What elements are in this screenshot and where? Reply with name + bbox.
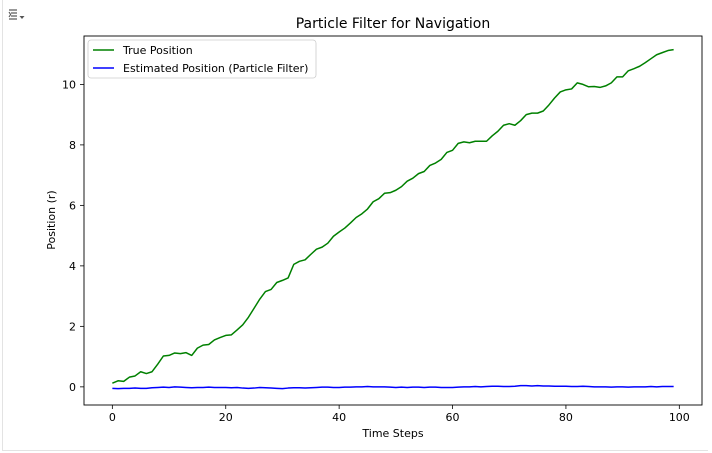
plot-area <box>84 36 702 405</box>
y-axis-label: Position (r) <box>45 190 58 249</box>
x-axis-label: Time Steps <box>361 427 423 440</box>
plot-frame <box>83 35 703 406</box>
series-line-1 <box>112 384 674 390</box>
x-tick-label: 20 <box>219 411 233 424</box>
output-collapse-icon[interactable] <box>8 8 26 22</box>
chart-title: Particle Filter for Navigation <box>296 16 491 32</box>
x-tick-label: 80 <box>559 411 573 424</box>
series-line-0 <box>112 48 674 384</box>
y-tick-label: 4 <box>69 260 76 273</box>
y-tick-label: 0 <box>69 381 76 394</box>
y-tick-label: 8 <box>69 139 76 152</box>
x-tick-label: 100 <box>669 411 690 424</box>
legend-box <box>87 39 317 79</box>
x-tick-label: 60 <box>446 411 460 424</box>
legend: True Position Estimated Position (Particl… <box>87 39 317 79</box>
y-tick-label: 10 <box>62 78 76 91</box>
x-tick-label: 40 <box>332 411 346 424</box>
legend-label-0: True Position <box>122 44 193 57</box>
x-tick-label: 0 <box>109 411 116 424</box>
legend-label-1: Estimated Position (Particle Filter) <box>123 62 308 75</box>
y-tick-label: 2 <box>69 320 76 333</box>
y-tick-label: 6 <box>69 199 76 212</box>
